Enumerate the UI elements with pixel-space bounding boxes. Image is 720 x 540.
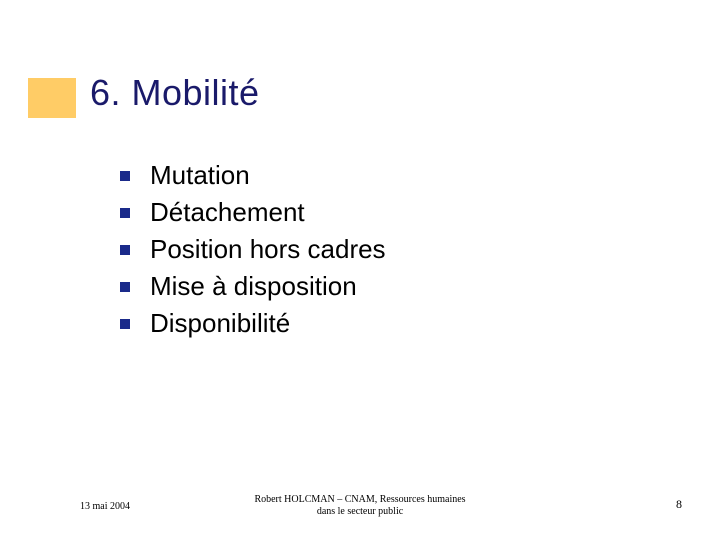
- footer-date: 13 mai 2004: [80, 501, 130, 512]
- title-block: 6. Mobilité: [28, 72, 260, 114]
- bullet-item: Disponibilité: [120, 308, 386, 339]
- footer-page-number: 8: [676, 497, 682, 512]
- bullet-item: Mise à disposition: [120, 271, 386, 302]
- footer-center-line1: Robert HOLCMAN – CNAM, Ressources humain…: [254, 494, 465, 506]
- bullet-square-icon: [120, 171, 130, 181]
- bullet-text: Disponibilité: [150, 308, 290, 339]
- bullet-square-icon: [120, 282, 130, 292]
- footer-center: Robert HOLCMAN – CNAM, Ressources humain…: [254, 494, 465, 518]
- title-accent-rect: [28, 78, 76, 118]
- bullet-item: Détachement: [120, 197, 386, 228]
- slide: 6. Mobilité Mutation Détachement Position …: [0, 0, 720, 540]
- slide-title: 6. Mobilité: [90, 72, 260, 114]
- bullet-item: Position hors cadres: [120, 234, 386, 265]
- bullet-text: Mise à disposition: [150, 271, 357, 302]
- bullet-text: Position hors cadres: [150, 234, 386, 265]
- bullet-list: Mutation Détachement Position hors cadres M…: [120, 160, 386, 345]
- bullet-square-icon: [120, 208, 130, 218]
- footer-center-line2: dans le secteur public: [254, 506, 465, 518]
- bullet-item: Mutation: [120, 160, 386, 191]
- bullet-square-icon: [120, 319, 130, 329]
- bullet-text: Mutation: [150, 160, 250, 191]
- bullet-square-icon: [120, 245, 130, 255]
- bullet-text: Détachement: [150, 197, 305, 228]
